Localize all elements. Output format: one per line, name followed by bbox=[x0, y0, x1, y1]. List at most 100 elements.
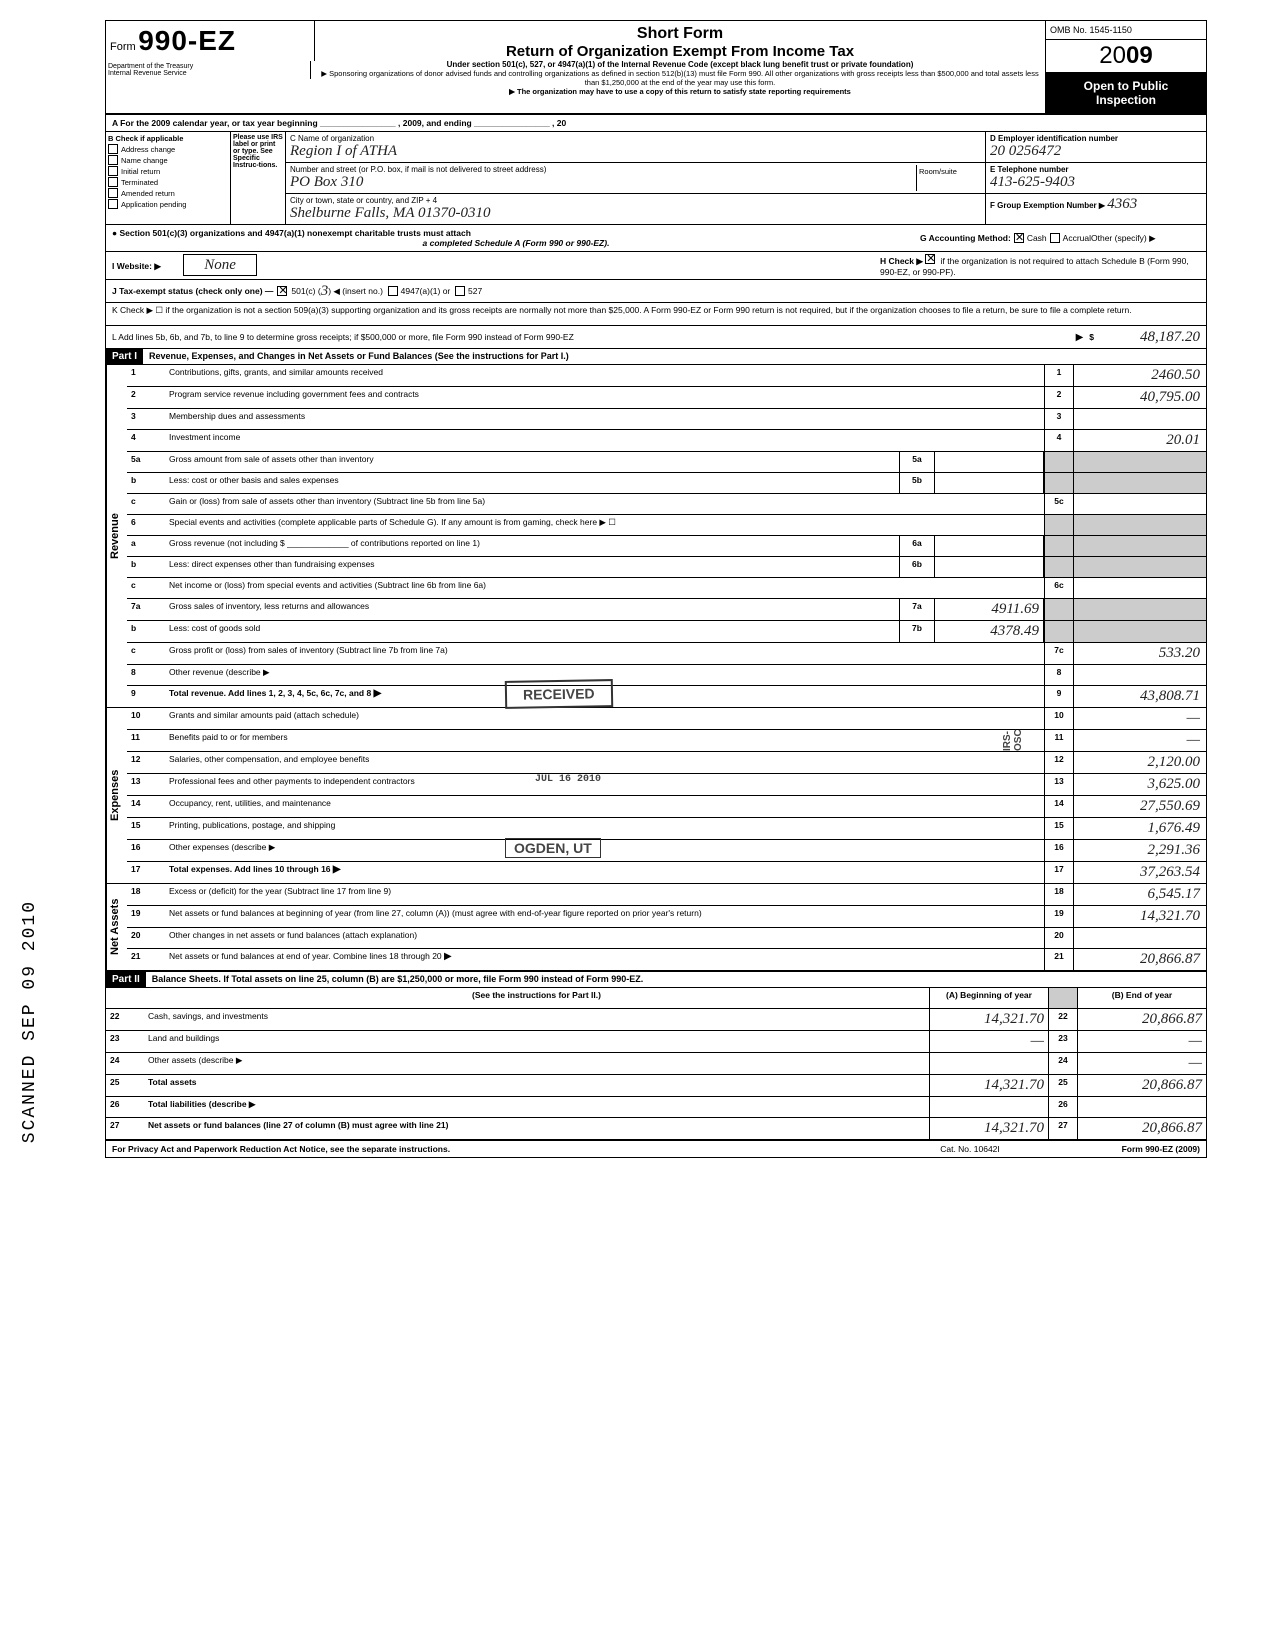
year-prefix: 20 bbox=[1099, 42, 1126, 69]
line20-val bbox=[1073, 928, 1206, 948]
c-name-label: C Name of organization bbox=[290, 134, 981, 143]
footer-form: Form 990-EZ (2009) bbox=[1040, 1144, 1200, 1154]
line7a-mval: 4911.69 bbox=[935, 599, 1044, 620]
form-number: 990-EZ bbox=[138, 25, 236, 56]
part2-instr: (See the instructions for Part II.) bbox=[144, 988, 929, 1008]
year-suffix: 09 bbox=[1126, 42, 1153, 69]
chk-schedule-b[interactable] bbox=[925, 254, 935, 264]
row-a-tax-year: A For the 2009 calendar year, or tax yea… bbox=[106, 115, 1206, 132]
lbl-501c: 501(c) ( bbox=[291, 286, 320, 296]
irs-label: Internal Revenue Service bbox=[108, 70, 308, 77]
balance-header-row: (See the instructions for Part II.) (A) … bbox=[106, 988, 1206, 1009]
line5c-val bbox=[1073, 494, 1206, 514]
lbl-address-change: Address change bbox=[121, 145, 175, 154]
chk-501c[interactable] bbox=[277, 286, 287, 296]
col-c-org-info: C Name of organization Region I of ATHA … bbox=[286, 132, 986, 224]
col-d-e-f: D Employer identification number 20 0256… bbox=[986, 132, 1206, 224]
line5c-desc: Gain or (loss) from sale of assets other… bbox=[165, 494, 1044, 514]
line19-val: 14,321.70 bbox=[1073, 906, 1206, 927]
line16-desc: Other expenses (describe ▶ bbox=[169, 842, 275, 852]
bal23-desc: Land and buildings bbox=[144, 1031, 929, 1052]
line7c-val: 533.20 bbox=[1073, 643, 1206, 664]
line7c-desc: Gross profit or (loss) from sales of inv… bbox=[165, 643, 1044, 664]
row-website-h: I Website: ▶ None H Check ▶ if the organ… bbox=[106, 252, 1206, 280]
line5b-mval bbox=[935, 473, 1044, 493]
org-city: Shelburne Falls, MA 01370-0310 bbox=[290, 205, 981, 222]
lbl-terminated: Terminated bbox=[121, 178, 158, 187]
room-suite-label: Room/suite bbox=[916, 165, 981, 191]
lbl-insert-no: ) ◀ (insert no.) bbox=[328, 286, 383, 297]
chk-terminated[interactable] bbox=[108, 177, 118, 187]
line6c-desc: Net income or (loss) from special events… bbox=[165, 578, 1044, 598]
line7b-desc: Less: cost of goods sold bbox=[165, 621, 899, 642]
chk-address-change[interactable] bbox=[108, 144, 118, 154]
chk-cash[interactable] bbox=[1014, 233, 1024, 243]
line5a-mval bbox=[935, 452, 1044, 472]
e-phone-label: E Telephone number bbox=[990, 165, 1202, 174]
501-note-1: ● Section 501(c)(3) organizations and 49… bbox=[112, 228, 920, 238]
scanned-stamp: SCANNED SEP 09 2010 bbox=[20, 900, 40, 1143]
c-city-label: City or town, state or country, and ZIP … bbox=[290, 196, 981, 205]
line6b-box: 6b bbox=[899, 557, 935, 577]
chk-527[interactable] bbox=[455, 286, 465, 296]
tax-year: 2009 bbox=[1046, 40, 1206, 73]
bal24-b: — bbox=[1077, 1053, 1206, 1074]
col-b-checkboxes: B Check if applicable Address change Nam… bbox=[106, 132, 231, 224]
line3-val bbox=[1073, 409, 1206, 429]
line19-desc: Net assets or fund balances at beginning… bbox=[165, 906, 1044, 927]
line4-desc: Investment income bbox=[165, 430, 1044, 451]
net-assets-side-label: Net Assets bbox=[106, 884, 127, 970]
line14-desc: Occupancy, rent, utilities, and maintena… bbox=[165, 796, 1044, 817]
chk-pending[interactable] bbox=[108, 199, 118, 209]
footer-cat-no: Cat. No. 10642I bbox=[900, 1144, 1040, 1154]
line2-val: 40,795.00 bbox=[1073, 387, 1206, 408]
j-label: J Tax-exempt status (check only one) — bbox=[112, 286, 273, 296]
line11-val: — bbox=[1073, 730, 1206, 751]
footer-privacy: For Privacy Act and Paperwork Reduction … bbox=[112, 1144, 900, 1154]
ein-value: 20 0256472 bbox=[990, 143, 1202, 160]
line5b-box: 5b bbox=[899, 473, 935, 493]
line4-val: 20.01 bbox=[1073, 430, 1206, 451]
bal22-a: 14,321.70 bbox=[929, 1009, 1048, 1030]
line6a-desc: Gross revenue (not including $ _________… bbox=[165, 536, 899, 556]
col-b-header: (B) End of year bbox=[1077, 988, 1206, 1008]
line15-val: 1,676.49 bbox=[1073, 818, 1206, 839]
group-exemption: 4363 bbox=[1107, 196, 1137, 212]
line9-val: 43,808.71 bbox=[1073, 686, 1206, 707]
lbl-pending: Application pending bbox=[121, 200, 186, 209]
phone-value: 413-625-9403 bbox=[990, 174, 1202, 191]
line6-desc: Special events and activities (complete … bbox=[165, 515, 1044, 535]
irs-osc-stamp: IRS-OSC bbox=[1002, 728, 1024, 751]
line1-val: 2460.50 bbox=[1073, 365, 1206, 386]
chk-initial-return[interactable] bbox=[108, 166, 118, 176]
l-dollar: $ bbox=[1089, 332, 1094, 342]
line5b-desc: Less: cost or other basis and sales expe… bbox=[165, 473, 899, 493]
return-title: Return of Organization Exempt From Incom… bbox=[319, 43, 1041, 60]
open-public-1: Open to Public bbox=[1050, 79, 1202, 93]
revenue-side-label: Revenue bbox=[106, 365, 127, 707]
line7a-desc: Gross sales of inventory, less returns a… bbox=[165, 599, 899, 620]
line18-desc: Excess or (deficit) for the year (Subtra… bbox=[165, 884, 1044, 905]
line10-desc: Grants and similar amounts paid (attach … bbox=[165, 708, 1044, 729]
chk-amended[interactable] bbox=[108, 188, 118, 198]
line7a-box: 7a bbox=[899, 599, 935, 620]
section-b-c-d-e-f: B Check if applicable Address change Nam… bbox=[106, 132, 1206, 225]
chk-accrual[interactable] bbox=[1050, 233, 1060, 243]
bal25-desc: Total assets bbox=[144, 1075, 929, 1096]
line5a-desc: Gross amount from sale of assets other t… bbox=[165, 452, 899, 472]
d-ein-label: D Employer identification number bbox=[990, 134, 1202, 143]
l-value: 48,187.20 bbox=[1100, 329, 1200, 346]
line7b-box: 7b bbox=[899, 621, 935, 642]
open-public-2: Inspection bbox=[1050, 93, 1202, 107]
chk-name-change[interactable] bbox=[108, 155, 118, 165]
line13-desc: Professional fees and other payments to … bbox=[169, 776, 415, 786]
f-group-label: F Group Exemption Number ▶ bbox=[990, 201, 1105, 210]
line20-desc: Other changes in net assets or fund bala… bbox=[165, 928, 1044, 948]
chk-4947[interactable] bbox=[388, 286, 398, 296]
bal23-b: — bbox=[1077, 1031, 1206, 1052]
bal25-b: 20,866.87 bbox=[1077, 1075, 1206, 1096]
form-label: Form bbox=[110, 41, 136, 53]
part1-title: Revenue, Expenses, and Changes in Net As… bbox=[143, 349, 1206, 364]
line17-val: 37,263.54 bbox=[1073, 862, 1206, 883]
section-501-g: ● Section 501(c)(3) organizations and 49… bbox=[106, 225, 1206, 252]
